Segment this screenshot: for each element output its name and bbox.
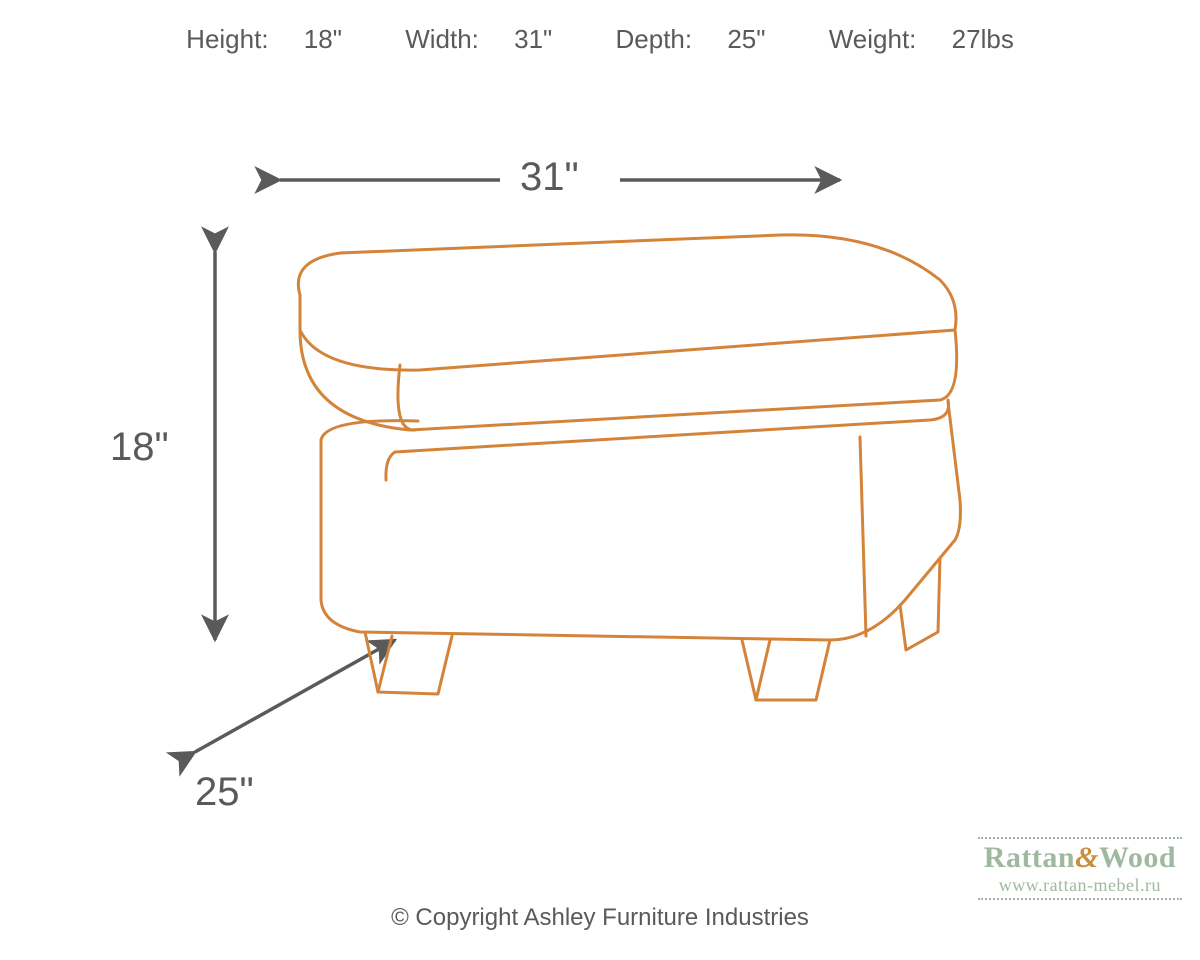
width-label: 31" (520, 155, 579, 200)
watermark-brand-right: Wood (1099, 841, 1176, 874)
depth-arrow (195, 640, 395, 752)
height-label: 18" (110, 425, 169, 470)
depth-label: 25" (195, 770, 254, 815)
copyright-text: © Copyright Ashley Furniture Industries (0, 904, 1200, 932)
watermark-url: www.rattan-mebel.ru (984, 875, 1176, 896)
watermark: Rattan&Wood www.rattan-mebel.ru (978, 837, 1182, 900)
ottoman-drawing (298, 235, 960, 700)
ottoman-diagram (0, 0, 1200, 960)
watermark-amp: & (1075, 841, 1099, 874)
watermark-brand-left: Rattan (984, 841, 1075, 874)
watermark-brand: Rattan&Wood (984, 841, 1176, 875)
